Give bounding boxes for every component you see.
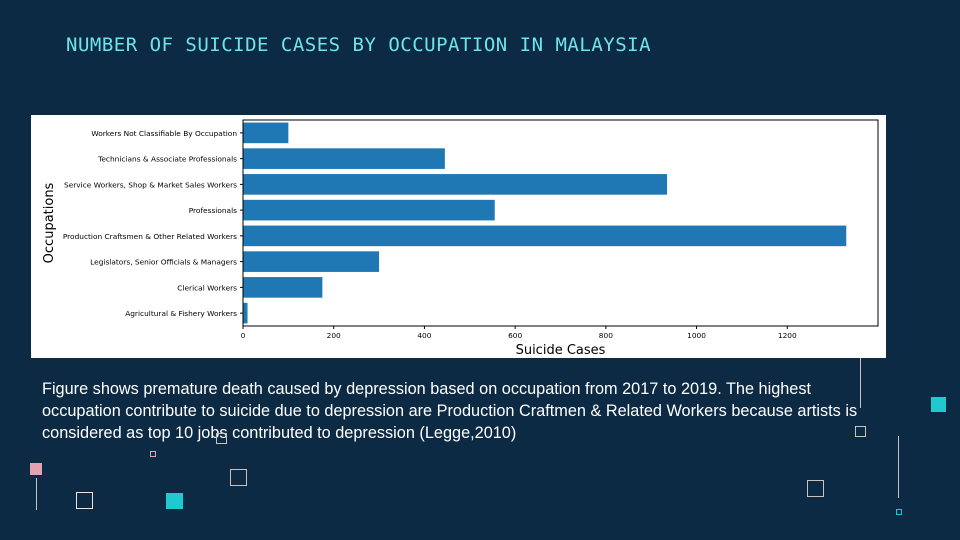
y-tick-label: Technicians & Associate Professionals	[97, 155, 237, 164]
bar	[243, 199, 495, 221]
x-tick-label: 1000	[687, 331, 706, 340]
slide-title: NUMBER OF SUICIDE CASES BY OCCUPATION IN…	[66, 34, 652, 56]
decor-square-outline	[230, 469, 247, 486]
decor-vertical-line	[860, 358, 861, 408]
y-tick-label: Workers Not Classifiable By Occupation	[91, 129, 237, 138]
y-tick-label: Clerical Workers	[177, 283, 237, 292]
decor-square-outline	[76, 492, 93, 509]
decor-square-cyan	[166, 493, 183, 509]
chart-panel: Workers Not Classifiable By Occupation Te…	[31, 115, 886, 358]
decor-vertical-line	[36, 478, 37, 510]
decor-square-outline-small	[216, 433, 227, 444]
x-tick-label: 600	[508, 331, 522, 340]
bar	[243, 277, 323, 298]
y-tick-label: Agricultural & Fishery Workers	[125, 309, 237, 318]
y-tick-label: Professionals	[189, 206, 237, 215]
bar	[243, 122, 289, 144]
y-tick-label: Legislators, Senior Officials & Managers	[90, 258, 237, 267]
x-tick-label: 800	[599, 331, 613, 340]
y-axis-label: Occupations	[42, 182, 57, 263]
decor-square-cyan-outline-small	[896, 509, 902, 515]
x-axis-label: Suicide Cases	[516, 343, 606, 358]
x-ticks-layer: 0 200 400 600 800 1000 1200	[241, 326, 797, 340]
y-ticks-layer: Workers Not Classifiable By Occupation Te…	[63, 129, 243, 318]
bar	[243, 225, 847, 247]
x-tick-label: 0	[241, 331, 246, 340]
plot-frame	[242, 119, 879, 327]
decor-vertical-line	[898, 436, 899, 498]
decor-square-outline	[807, 480, 824, 497]
bar	[243, 148, 445, 169]
figure-caption: Figure shows premature death caused by d…	[42, 380, 858, 442]
suicide-cases-bar-chart: Workers Not Classifiable By Occupation Te…	[42, 119, 879, 358]
decor-square-cyan	[931, 397, 946, 412]
bar	[243, 251, 380, 272]
bars-layer	[243, 122, 847, 324]
decor-square-pink	[30, 463, 42, 475]
bar	[243, 302, 248, 324]
y-tick-label: Production Craftsmen & Other Related Wor…	[63, 232, 237, 241]
x-tick-label: 200	[327, 331, 341, 340]
decor-square-outline-small	[855, 426, 866, 437]
bar	[243, 174, 668, 195]
x-tick-label: 1200	[778, 331, 797, 340]
y-tick-label: Service Workers, Shop & Market Sales Wor…	[64, 180, 237, 189]
x-tick-label: 400	[417, 331, 431, 340]
decor-square-pink-outline-small	[150, 451, 156, 457]
